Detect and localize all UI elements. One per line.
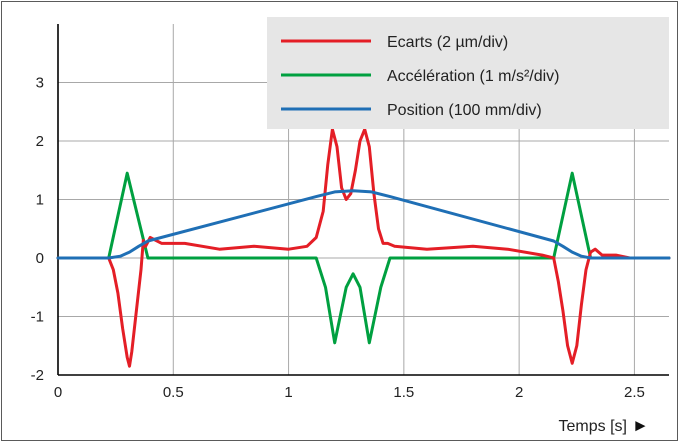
axes <box>57 24 669 376</box>
y-tick-label: 2 <box>36 133 44 150</box>
legend: Ecarts (2 µm/div) Accélération (1 m/s²/di… <box>267 17 669 129</box>
x-tick-label: 2 <box>515 384 523 401</box>
legend-label-3: Position (100 mm/div) <box>387 102 542 119</box>
y-tick-label: -2 <box>31 367 44 384</box>
legend-label-2: Accélération (1 m/s²/div) <box>387 68 560 85</box>
y-tick-label: 0 <box>36 250 44 267</box>
x-axis-arrow-icon: ► <box>632 416 649 435</box>
y-tick-label: 1 <box>36 192 44 209</box>
series-line-2 <box>56 171 671 345</box>
tick-labels: 0 0.5 1 1.5 2 2.5 -2 -1 0 1 2 3 <box>31 75 645 402</box>
series-lines <box>56 127 671 368</box>
legend-label-1: Ecarts (2 µm/div) <box>387 34 508 51</box>
y-tick-label: 3 <box>36 75 44 92</box>
x-axis-label: Temps [s] <box>559 418 627 435</box>
series-line-3 <box>56 189 671 260</box>
x-tick-label: 0 <box>54 384 62 401</box>
y-tick-label: -1 <box>31 309 44 326</box>
x-tick-label: 0.5 <box>163 384 184 401</box>
x-tick-label: 1.5 <box>393 384 414 401</box>
x-tick-label: 1 <box>284 384 292 401</box>
series-line-1 <box>56 127 671 368</box>
x-tick-label: 2.5 <box>624 384 645 401</box>
